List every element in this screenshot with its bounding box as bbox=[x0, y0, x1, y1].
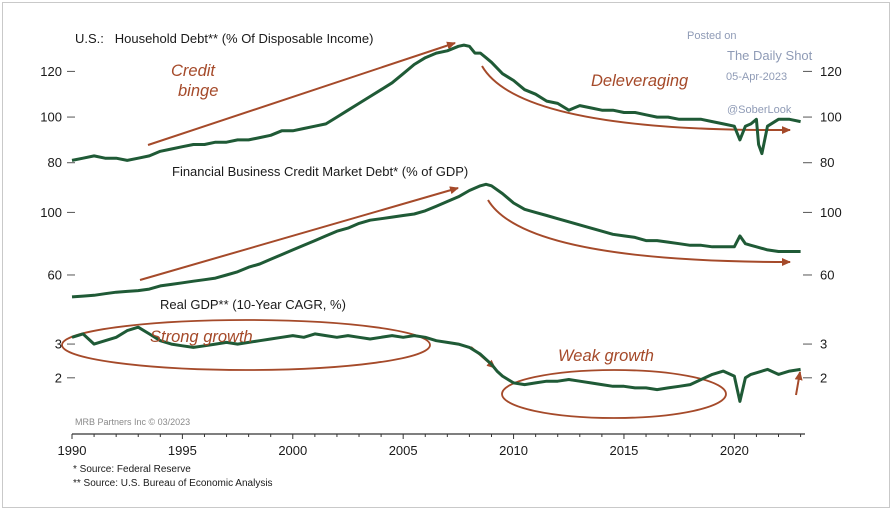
watermark-date: 05-Apr-2023 bbox=[726, 71, 787, 83]
footnote-bea: ** Source: U.S. Bureau of Economic Analy… bbox=[73, 478, 273, 489]
x-tick-label-1995: 1995 bbox=[168, 443, 197, 458]
annotation-deleveraging: Deleveraging bbox=[591, 72, 689, 90]
household-panel-title: U.S.: Household Debt** (% Of Disposable … bbox=[75, 31, 373, 46]
real-gdp-line bbox=[71, 325, 801, 403]
financial-ytick-left-60: 60 bbox=[48, 267, 62, 282]
x-tick-label-2000: 2000 bbox=[278, 443, 307, 458]
annotation-binge: binge bbox=[178, 82, 218, 100]
gdp-panel-title: Real GDP** (10-Year CAGR, %) bbox=[160, 297, 346, 312]
household-debt-line bbox=[71, 43, 801, 162]
financial-credit-arrow bbox=[139, 186, 459, 281]
household-ytick-right-100: 100 bbox=[820, 110, 842, 125]
annotation-credit: Credit bbox=[171, 62, 216, 80]
x-tick-label-2005: 2005 bbox=[389, 443, 418, 458]
y-ticks: 80 80 100 100 120 120 60 60 100 100 2 2 3 3 bbox=[40, 64, 841, 385]
x-tick-label-2010: 2010 bbox=[499, 443, 528, 458]
annotation-weak-growth: Weak growth bbox=[558, 347, 654, 365]
financial-ytick-left-100: 100 bbox=[40, 205, 62, 220]
gdp-ytick-right-3: 3 bbox=[820, 337, 827, 352]
x-tick-label-2020: 2020 bbox=[720, 443, 749, 458]
annotation-strong-growth: Strong growth bbox=[150, 328, 253, 346]
weak-growth-ellipse bbox=[501, 369, 727, 419]
financial-debt-line bbox=[71, 182, 801, 299]
strong-growth-ellipse bbox=[61, 319, 431, 371]
household-ytick-left-100: 100 bbox=[40, 110, 62, 125]
gdp-up-arrow bbox=[794, 371, 803, 396]
financial-deleveraging-arrow bbox=[487, 199, 791, 266]
household-deleveraging-arrow bbox=[481, 65, 791, 135]
gdp-ytick-right-2: 2 bbox=[820, 370, 827, 385]
household-ytick-right-120: 120 bbox=[820, 64, 842, 79]
financial-ytick-right-60: 60 bbox=[820, 267, 834, 282]
x-axis: 1990 1995 2000 2005 2010 2015 2020 bbox=[58, 433, 805, 458]
x-tick-label-2015: 2015 bbox=[609, 443, 638, 458]
footnote-federal-reserve: * Source: Federal Reserve bbox=[73, 464, 191, 475]
watermark-site: The Daily Shot bbox=[727, 48, 813, 63]
watermark-handle: @SoberLook bbox=[727, 104, 792, 116]
gdp-ytick-left-2: 2 bbox=[55, 370, 62, 385]
x-tick-label-1990: 1990 bbox=[58, 443, 87, 458]
watermark-posted-on: Posted on bbox=[687, 30, 737, 42]
household-ytick-left-80: 80 bbox=[48, 155, 62, 170]
credit-binge-arrow bbox=[147, 41, 456, 146]
source-credit: MRB Partners Inc © 03/2023 bbox=[75, 417, 190, 427]
annotation-shapes bbox=[61, 41, 803, 419]
gdp-ytick-left-3: 3 bbox=[55, 337, 62, 352]
financial-panel-title: Financial Business Credit Market Debt* (… bbox=[172, 164, 468, 179]
household-ytick-left-120: 120 bbox=[40, 64, 62, 79]
household-ytick-right-80: 80 bbox=[820, 155, 834, 170]
financial-ytick-right-100: 100 bbox=[820, 205, 842, 220]
